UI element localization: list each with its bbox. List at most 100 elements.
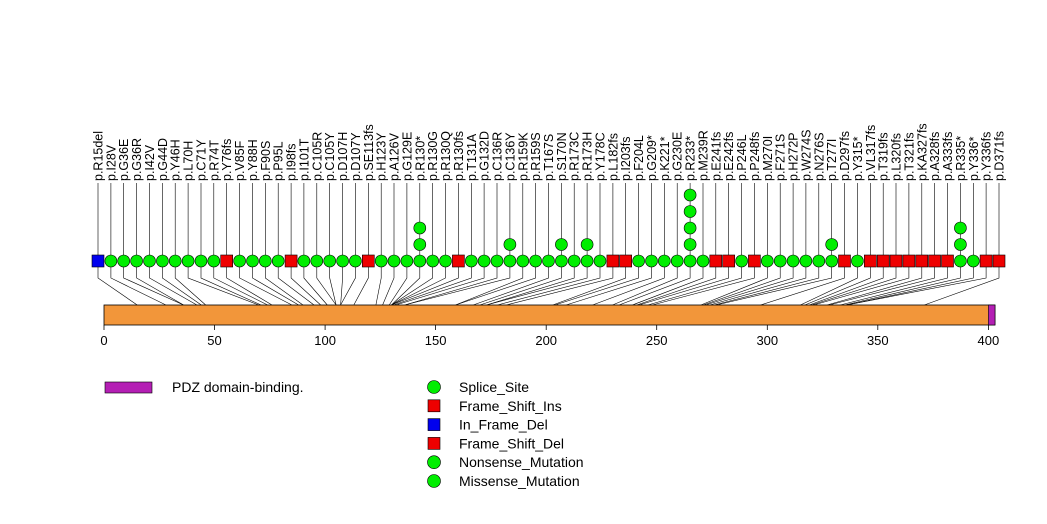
stem-p-a328fs	[829, 183, 935, 306]
marker-p-p246l	[735, 254, 748, 268]
mutation-label-p-t319fs: p.T319fs	[877, 132, 891, 181]
marker-p-r173h-2	[580, 238, 594, 251]
mutation-label-p-f204l: p.F204L	[632, 135, 646, 181]
stem-p-f90s	[264, 183, 304, 306]
mutation-label-p-f90s: p.F90S	[259, 141, 273, 181]
marker-p-c105r	[310, 254, 324, 268]
mutation-label-p-h123y: p.H123Y	[375, 132, 389, 181]
mutation-label-p-g209: p.G209*	[645, 135, 659, 181]
stem-p-y315	[800, 183, 858, 306]
stem-p-i98fs	[290, 183, 321, 306]
marker-p-r233-4	[683, 205, 697, 218]
marker-p-v85f	[233, 254, 246, 268]
marker-p-s170n-2	[555, 238, 568, 251]
marker-p-h123y	[374, 254, 388, 268]
stem-p-m239r	[632, 183, 704, 306]
stem-p-d107h	[340, 183, 343, 306]
mutation-label-p-t131a: p.T131A	[465, 133, 479, 181]
mutation-label-p-y336fs: p.Y336fs	[980, 132, 994, 181]
stem-p-r130	[391, 183, 421, 306]
stem-p-g36e	[123, 183, 184, 306]
mutation-label-p-d107y: p.D107Y	[349, 132, 363, 181]
mutation-label-p-r173c: p.R173C	[568, 132, 582, 181]
stem-p-n276s	[714, 183, 820, 306]
stem-p-p248fs	[652, 183, 755, 306]
marker-p-t167s	[542, 254, 555, 268]
marker-p-y46h	[168, 254, 182, 268]
mutation-label-p-i101t: p.I101T	[297, 138, 311, 181]
x-tick-label-400: 400	[978, 333, 1000, 348]
marker-p-r130g	[426, 254, 440, 268]
mutation-label-p-r130fs: p.R130fs	[452, 131, 466, 181]
marker-p-r173h	[580, 254, 594, 268]
marker-p-t277i-2	[825, 238, 839, 251]
marker-p-r130fs	[452, 254, 465, 268]
stem-p-p246l	[647, 183, 742, 306]
mutation-label-p-n276s: p.N276S	[812, 132, 826, 181]
mutation-label-p-y336: p.Y336*	[967, 136, 981, 181]
mutation-label-p-l70h: p.L70H	[182, 141, 196, 181]
mutation-label-p-r130: p.R130*	[413, 136, 427, 181]
domain-legend-label-pdz-domain-binding: PDZ domain-binding.	[172, 379, 304, 395]
legend-label-missense-mutation: Missense_Mutation	[459, 473, 580, 489]
legend-swatch-in-frame-del	[427, 418, 441, 431]
mutation-label-p-t321fs: p.T321fs	[902, 132, 916, 181]
stem-p-w274s	[709, 183, 807, 306]
stem-p-e242fs	[638, 183, 730, 306]
stem-p-c105y	[329, 183, 337, 306]
stem-p-r130q	[391, 183, 446, 306]
marker-p-i101t	[297, 254, 311, 268]
marker-p-g209	[645, 254, 658, 268]
stem-p-r130fs	[391, 183, 459, 306]
mutation-label-p-a328fs: p.A328fs	[928, 132, 942, 181]
mutation-label-p-i203fs: p.I203fs	[619, 137, 633, 181]
mutation-label-p-k221: p.K221*	[658, 136, 672, 181]
mutation-label-p-d371fs: p.D371fs	[993, 131, 1007, 181]
stem-p-s170n	[479, 183, 562, 306]
legend-label-frame-shift-del: Frame_Shift_Del	[459, 435, 564, 451]
mutation-label-p-g129e: p.G129E	[400, 132, 414, 181]
mutation-label-p-p95l: p.P95L	[272, 141, 286, 181]
marker-p-y88h	[246, 254, 259, 268]
protein-backbone	[103, 304, 996, 326]
stem-p-t131a	[393, 183, 472, 306]
x-tick-label-300: 300	[756, 333, 778, 348]
mutation-label-p-ka327fs: p.KA327fs	[915, 123, 929, 181]
marker-p-y76fs	[220, 254, 233, 268]
mutation-label-p-w274s: p.W274S	[799, 130, 813, 181]
mutation-label-p-se113fs: p.SE113fs	[362, 124, 376, 181]
stem-p-i101t	[303, 183, 328, 306]
mutation-label-p-r15del: p.R15del	[92, 131, 106, 181]
mutation-label-p-e242fs: p.E242fs	[722, 132, 736, 181]
stem-p-t167s	[473, 183, 549, 306]
domain-legend: PDZ domain-binding.	[104, 379, 304, 395]
stem-p-l320fs	[811, 183, 897, 306]
stem-p-d371fs	[924, 183, 1000, 306]
stem-p-y46h	[174, 183, 206, 306]
marker-p-c136y-2	[503, 238, 517, 251]
marker-p-w274s	[799, 254, 813, 268]
stem-p-l70h	[187, 183, 259, 306]
marker-p-r233	[683, 254, 697, 268]
mutation-label-p-g36r: p.G36R	[130, 138, 144, 181]
marker-p-y336	[966, 254, 980, 268]
marker-p-d107y	[349, 254, 362, 268]
marker-p-f271s	[773, 254, 787, 268]
marker-p-d297fs	[838, 254, 851, 268]
marker-p-m239r	[696, 254, 710, 268]
mutation-label-p-c136y: p.C136Y	[503, 132, 517, 181]
stem-p-t319fs	[809, 183, 884, 306]
marker-p-l70h	[181, 254, 195, 268]
stem-p-r159s	[455, 183, 536, 306]
marker-p-l320fs	[889, 254, 903, 268]
marker-p-r335-3	[954, 221, 967, 235]
marker-p-c136r	[490, 254, 504, 268]
mutation-label-p-e241fs: p.E241fs	[709, 132, 723, 181]
marker-p-r159k	[516, 254, 530, 268]
stem-p-vl317fs	[804, 183, 871, 306]
stem-p-ka327fs	[826, 183, 923, 306]
legend-label-frame-shift-ins: Frame_Shift_Ins	[459, 398, 562, 414]
stem-p-se113fs	[353, 183, 369, 306]
mutation-markers	[91, 188, 1006, 268]
marker-p-a333fs	[941, 254, 954, 268]
